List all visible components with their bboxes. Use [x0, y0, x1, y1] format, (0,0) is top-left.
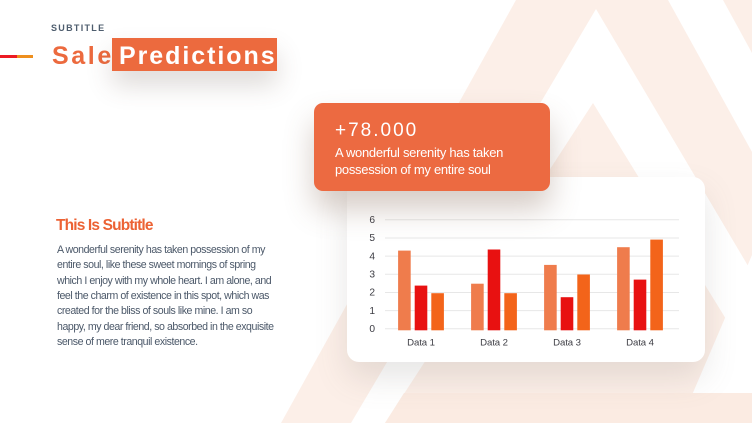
- svg-text:Data 3: Data 3: [553, 338, 581, 349]
- svg-text:Data 1: Data 1: [407, 338, 435, 349]
- svg-text:6: 6: [369, 215, 375, 226]
- svg-text:0: 0: [369, 324, 375, 335]
- svg-text:1: 1: [369, 306, 375, 317]
- svg-text:Data 2: Data 2: [480, 338, 508, 349]
- svg-text:4: 4: [369, 251, 375, 262]
- svg-text:5: 5: [369, 233, 375, 244]
- svg-text:3: 3: [369, 270, 375, 281]
- svg-text:2: 2: [369, 288, 375, 299]
- svg-text:Data 4: Data 4: [626, 338, 654, 349]
